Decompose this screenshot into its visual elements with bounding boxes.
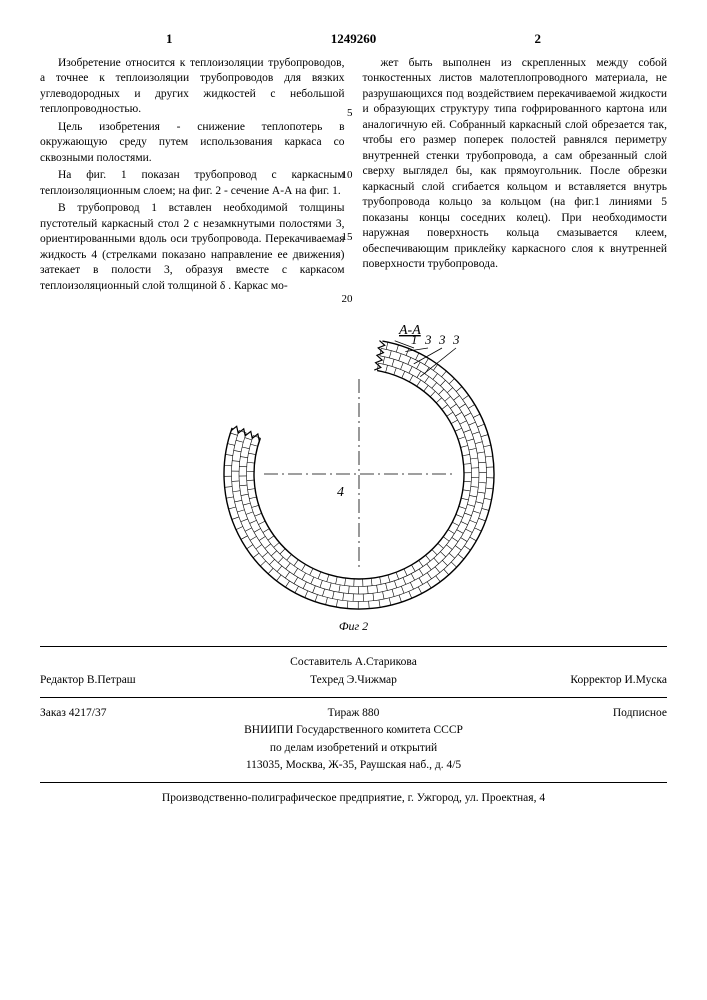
divider-2 <box>40 697 667 698</box>
line-num-5: 5 <box>335 106 353 121</box>
para-r1: жет быть выполнен из скрепленных между с… <box>363 56 668 273</box>
figure-caption: Фиг 2 <box>40 618 667 634</box>
order-num: Заказ 4217/37 <box>40 706 249 722</box>
left-column: Изобретение относится к теплоизоляции тр… <box>40 56 345 297</box>
org-line1: ВНИИПИ Государственного комитета СССР <box>40 723 667 739</box>
divider-3 <box>40 782 667 783</box>
line-num-20: 20 <box>335 292 353 307</box>
figure-svg: 4А-А1333 <box>194 314 514 614</box>
print-info: Заказ 4217/37 Тираж 880 Подписное <box>40 706 667 722</box>
right-column: 5 10 15 20 жет быть выполнен из скреплен… <box>363 56 668 297</box>
printer-line: Производственно-полиграфическое предприя… <box>40 791 667 807</box>
page-header: 1 1249260 2 <box>40 30 667 48</box>
header-right-page: 2 <box>409 30 668 48</box>
compiler: Составитель А.Старикова <box>249 655 458 671</box>
org-addr: 113035, Москва, Ж-35, Раушская наб., д. … <box>40 758 667 774</box>
header-left-page: 1 <box>40 30 299 48</box>
svg-text:3: 3 <box>452 332 460 347</box>
para-l4: В трубопровод 1 вставлен необходимой тол… <box>40 201 345 294</box>
line-num-10: 10 <box>335 168 353 183</box>
corrector: Корректор И.Муска <box>458 673 667 689</box>
divider-1 <box>40 646 667 647</box>
para-l2: Цель изобретения - снижение теплопотерь … <box>40 120 345 167</box>
org-line2: по делам изобретений и открытий <box>40 741 667 757</box>
svg-text:4: 4 <box>337 485 344 500</box>
svg-text:3: 3 <box>424 332 432 347</box>
para-l3: На фиг. 1 показан трубопровод с каркасны… <box>40 168 345 199</box>
para-l1: Изобретение относится к теплоизоляции тр… <box>40 56 345 118</box>
svg-text:А-А: А-А <box>398 323 421 338</box>
tirazh: Тираж 880 <box>249 706 458 722</box>
tech-editor: Техред Э.Чижмар <box>249 673 458 689</box>
line-num-15: 15 <box>335 230 353 245</box>
figure-2: 4А-А1333 Фиг 2 <box>40 314 667 634</box>
editor: Редактор В.Петраш <box>40 673 249 689</box>
body-columns: Изобретение относится к теплоизоляции тр… <box>40 56 667 297</box>
svg-text:1: 1 <box>411 332 418 347</box>
podpisnoe: Подписное <box>458 706 667 722</box>
svg-text:3: 3 <box>438 332 446 347</box>
header-doc-number: 1249260 <box>299 30 409 48</box>
credits-block: Составитель А.Старикова Редактор В.Петра… <box>40 655 667 688</box>
